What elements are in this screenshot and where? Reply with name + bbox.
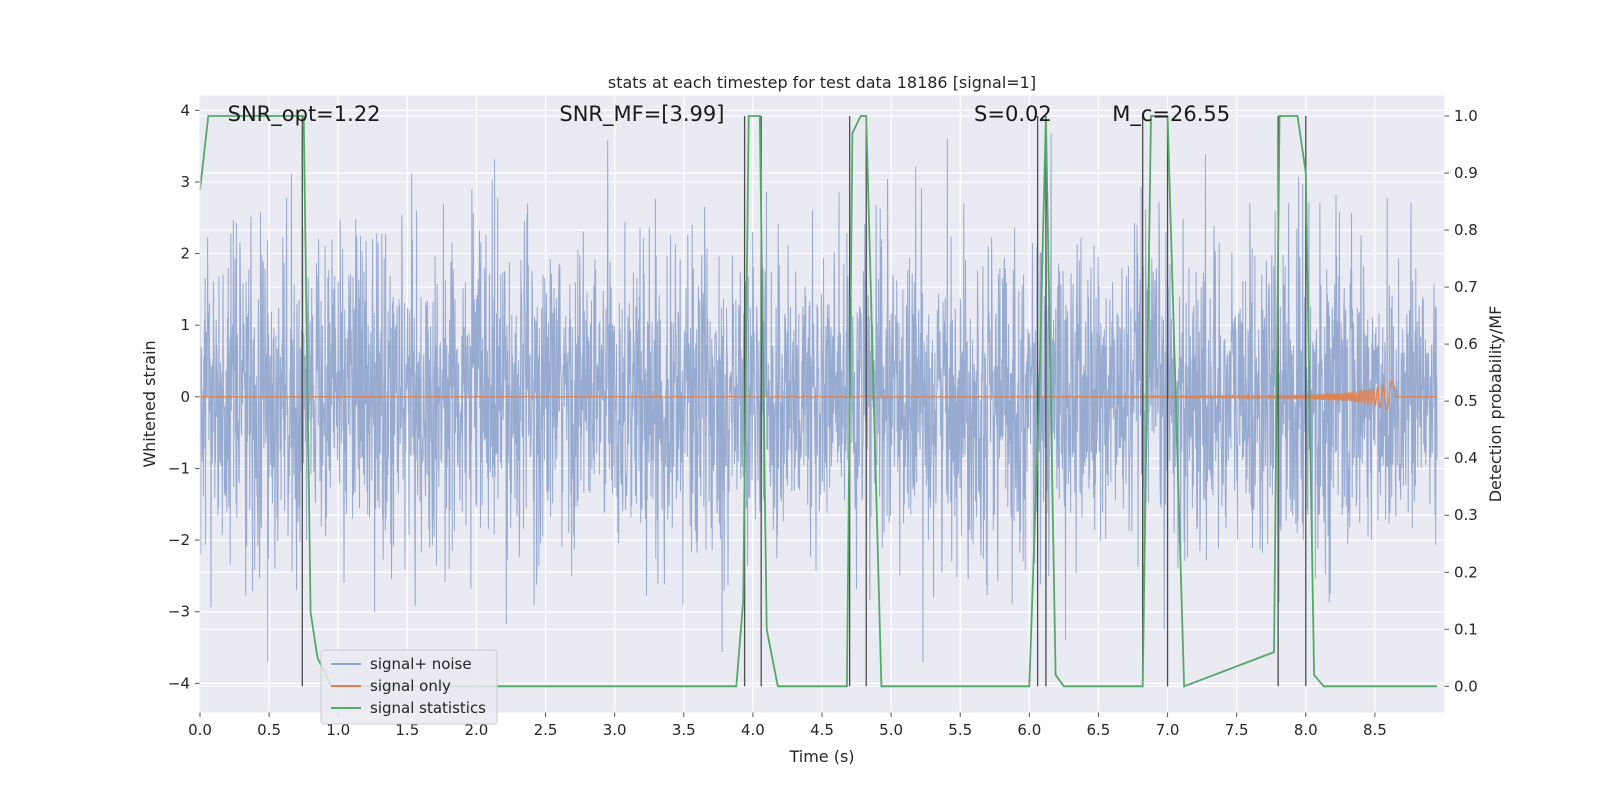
x-axis-label: Time (s) bbox=[788, 747, 854, 766]
x-tick-label: 4.5 bbox=[810, 721, 834, 739]
x-tick-label: 7.0 bbox=[1156, 721, 1180, 739]
x-tick-label: 7.5 bbox=[1225, 721, 1249, 739]
y-left-tick-label: 3 bbox=[180, 173, 190, 191]
y-axis-left-label: Whitened strain bbox=[140, 340, 159, 467]
chart-title: stats at each timestep for test data 181… bbox=[608, 73, 1036, 92]
x-tick-label: 0.0 bbox=[188, 721, 212, 739]
y-right-tick-label: 0.1 bbox=[1454, 620, 1478, 638]
x-tick-label: 3.0 bbox=[603, 721, 627, 739]
x-tick-label: 1.5 bbox=[395, 721, 419, 739]
annotation-snr-opt: SNR_opt=1.22 bbox=[228, 102, 381, 127]
y-right-tick-label: 0.0 bbox=[1454, 677, 1478, 695]
annotation-s-value: S=0.02 bbox=[974, 102, 1052, 126]
y-left-tick-label: 0 bbox=[180, 388, 190, 406]
y-left-tick-label: 2 bbox=[180, 245, 190, 263]
y-right-tick-label: 0.5 bbox=[1454, 392, 1478, 410]
y-axis-right-label: Detection probability/MF bbox=[1486, 306, 1505, 503]
y-right-tick-label: 0.4 bbox=[1454, 449, 1478, 467]
x-tick-label: 6.0 bbox=[1017, 721, 1041, 739]
signal-noise-series bbox=[199, 133, 1438, 662]
y-right-tick-label: 1.0 bbox=[1454, 107, 1478, 125]
x-tick-label: 5.5 bbox=[948, 721, 972, 739]
signal-statistics-line bbox=[199, 115, 1438, 688]
y-right-tick-label: 0.2 bbox=[1454, 563, 1478, 581]
x-tick-label: 0.5 bbox=[257, 721, 281, 739]
x-tick-label: 8.5 bbox=[1363, 721, 1387, 739]
y-left-tick-label: −2 bbox=[168, 531, 190, 549]
signal-statistics-series bbox=[199, 115, 1438, 688]
axes: 0.0 0.5 1.0 1.5 2.0 2.5 3.0 3.5 4.0 4.5 5.0 5.5 6.0 6… bbox=[168, 95, 1478, 739]
y-left-tick-label: −4 bbox=[168, 674, 190, 692]
x-tick-label: 4.0 bbox=[741, 721, 765, 739]
annotations: SNR_opt=1.22 SNR_MF=[3.99] S=0.02 M_c=26.55 bbox=[228, 102, 1231, 127]
legend-box bbox=[320, 649, 498, 725]
y-left-tick-label: −3 bbox=[168, 603, 190, 621]
x-tick-label: 3.5 bbox=[672, 721, 696, 739]
legend-label-signal-statistics: signal statistics bbox=[370, 699, 486, 717]
signal-noise-line bbox=[199, 133, 1438, 662]
y-right-tick-label: 0.3 bbox=[1454, 506, 1478, 524]
legend: signal+ noise signal only signal statist… bbox=[320, 649, 498, 725]
y-left-tick-label: 4 bbox=[180, 101, 190, 119]
signal-only-series bbox=[200, 380, 1438, 412]
x-tick-label: 5.0 bbox=[879, 721, 903, 739]
x-tick-label: 2.0 bbox=[465, 721, 489, 739]
annotation-mc-value: M_c=26.55 bbox=[1112, 102, 1230, 127]
y-right-tick-label: 0.8 bbox=[1454, 221, 1478, 239]
x-tick-label: 8.0 bbox=[1294, 721, 1318, 739]
y-right-tick-label: 0.7 bbox=[1454, 278, 1478, 296]
y-right-tick-label: 0.6 bbox=[1454, 335, 1478, 353]
x-tick-label: 6.5 bbox=[1087, 721, 1111, 739]
x-tick-label: 1.0 bbox=[326, 721, 350, 739]
y-left-tick-label: 1 bbox=[180, 316, 190, 334]
x-tick-label: 2.5 bbox=[534, 721, 558, 739]
legend-label-signal-noise: signal+ noise bbox=[370, 655, 472, 673]
y-right-tick-label: 0.9 bbox=[1454, 164, 1478, 182]
y-left-tick-label: −1 bbox=[168, 459, 190, 477]
signal-only-line bbox=[200, 380, 1438, 412]
legend-label-signal-only: signal only bbox=[370, 677, 451, 695]
annotation-snr-mf: SNR_MF=[3.99] bbox=[559, 102, 724, 127]
plot-frame bbox=[199, 95, 1445, 713]
